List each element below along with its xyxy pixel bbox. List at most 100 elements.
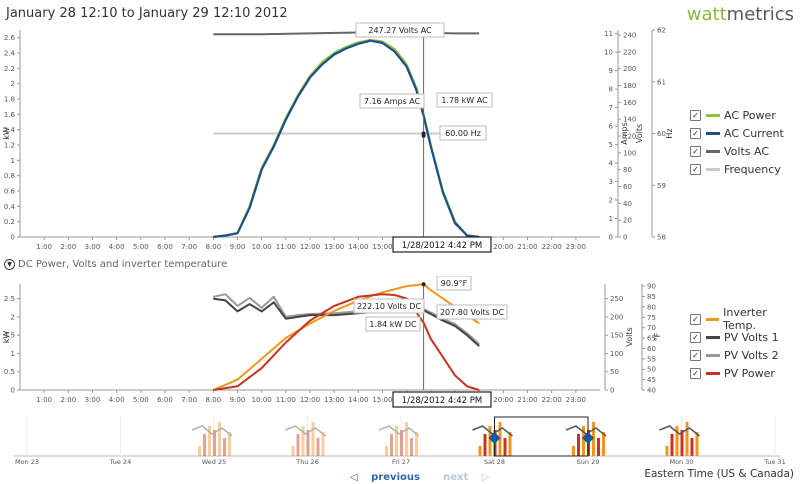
- volts-axis-tick-label: 20: [623, 217, 632, 225]
- legend-item-ac-power[interactable]: ✓ AC Power: [690, 106, 784, 124]
- check-icon[interactable]: ✓: [690, 331, 701, 343]
- overview-activity-bar: [415, 432, 418, 456]
- cursor-time-box: [392, 236, 492, 253]
- kw-axis-tick-label: 0.8: [4, 172, 15, 180]
- x-tick-label: 9:00: [230, 243, 246, 251]
- kw-axis-tick-label: 2.2: [4, 65, 15, 73]
- legend-swatch: [706, 149, 720, 153]
- chevron-down-icon[interactable]: ▼: [4, 259, 15, 270]
- volts-axis-tick-label: 180: [623, 82, 636, 90]
- check-icon[interactable]: ✓: [690, 109, 701, 121]
- annotation-volts-dc-1: 222.10 Volts DC: [357, 302, 422, 311]
- amps-axis-tick-label: 8: [609, 86, 613, 94]
- annotation-amps-ac-box: [359, 93, 425, 109]
- cursor-point: [421, 282, 426, 287]
- next-button[interactable]: next ▷: [443, 472, 499, 483]
- overview-activity-bar: [198, 446, 201, 456]
- check-icon[interactable]: ✓: [690, 127, 701, 139]
- dc-chart[interactable]: 0 0.5 1 1.5 2 2.5 kW 0 50 100 150 200 250 Volts 40 45 50…: [0, 276, 800, 412]
- legend-item-volts-ac[interactable]: ✓ Volts AC: [690, 142, 784, 160]
- temp-axis-tick-label: 40: [647, 387, 656, 395]
- legend-item-ac-current[interactable]: ✓ AC Current: [690, 124, 784, 142]
- x-tick-label: 15:00: [372, 396, 392, 404]
- legend-item-frequency[interactable]: ✓ Frequency: [690, 160, 784, 178]
- overview-activity-bar: [213, 430, 216, 456]
- overview-activity-bar: [675, 426, 679, 456]
- legend-item-pv-volts-2[interactable]: ✓ PV Volts 2: [690, 346, 800, 364]
- legend-swatch: [705, 317, 720, 321]
- kw-axis-tick-label: 1.4: [4, 126, 16, 134]
- page-title: January 28 12:10 to January 29 12:10 201…: [6, 6, 288, 21]
- previous-button[interactable]: ◁ previous: [350, 472, 430, 483]
- overview-activity-bar: [405, 422, 408, 456]
- temp-axis-tick-label: 75: [647, 314, 656, 322]
- x-tick-label: 2:00: [60, 243, 76, 251]
- x-tick-label: 9:00: [230, 396, 246, 404]
- kw-axis-tick-label: 2.4: [4, 50, 16, 58]
- x-tick-label: 21:00: [517, 243, 537, 251]
- check-icon[interactable]: ✓: [690, 145, 701, 157]
- x-tick-label: 11:00: [276, 396, 296, 404]
- x-tick-label: 13:00: [324, 396, 344, 404]
- temp-axis-tick-label: 45: [647, 376, 656, 384]
- check-icon[interactable]: ✓: [690, 163, 701, 175]
- annotation-volts-dc-1-box: [353, 298, 425, 314]
- section-toggle[interactable]: ▼ DC Power, Volts and inverter temperatur…: [4, 259, 227, 270]
- temp-axis-tick-label: 65: [647, 335, 656, 343]
- overview-day-label: Wed 25: [202, 458, 227, 466]
- check-icon[interactable]: ✓: [690, 349, 701, 361]
- logo: wattmetrics: [687, 4, 794, 25]
- overview-activity-bar: [400, 430, 403, 456]
- temp-axis-tick-label: 90: [647, 283, 656, 291]
- kw-axis-tick-label: 2.6: [4, 34, 16, 42]
- amps-axis-tick-label: 4: [609, 160, 614, 168]
- legend-item-pv-power[interactable]: ✓ PV Power: [690, 364, 800, 382]
- x-tick-label: 22:00: [542, 243, 562, 251]
- kw-axis-tick-label: 1.6: [4, 111, 16, 119]
- volts-axis-title: Volts: [625, 327, 634, 346]
- overview-activity-bar: [311, 422, 315, 456]
- volts-axis-tick-label: 240: [623, 32, 636, 40]
- legend-label: Frequency: [724, 162, 781, 176]
- volts-axis-tick-label: 140: [623, 116, 636, 124]
- overview-timeline[interactable]: Mon 23 Tue 24 Wed 25 Thu 26 Fri 27 Sat 28 Sun …: [0, 412, 800, 468]
- annotation-temp: 90.9°F: [441, 279, 468, 288]
- overview-activity-bar: [685, 422, 689, 456]
- check-icon[interactable]: ✓: [690, 313, 701, 325]
- hz-axis-tick-label: 60: [657, 130, 666, 138]
- overview-day-activity: [378, 422, 420, 456]
- series-pv-power: [213, 293, 480, 391]
- volts-axis-tick-label: 0: [623, 234, 627, 242]
- kw-axis-tick-label: 0.6: [4, 188, 16, 196]
- logo-part-1: watt: [686, 4, 727, 25]
- x-tick-label: 10:00: [252, 243, 272, 251]
- overview-day-label: Mon 30: [669, 458, 693, 466]
- overview-activity-bar: [385, 446, 388, 456]
- legend-ac: ✓ AC Power ✓ AC Current ✓ Volts AC ✓ Frequen…: [690, 106, 784, 178]
- annotation-kw-ac-box: [436, 92, 493, 108]
- legend-label: PV Volts 2: [724, 348, 779, 362]
- x-tick-label: 1:00: [36, 396, 52, 404]
- x-tick-label: 5:00: [133, 396, 149, 404]
- legend-item-inverter-temp[interactable]: ✓ Inverter Temp.: [690, 306, 800, 332]
- check-icon[interactable]: ✓: [690, 367, 701, 379]
- overview-activity-bar: [208, 426, 211, 456]
- overview-activity-bar: [577, 434, 580, 456]
- ac-chart[interactable]: 0 0.2 0.4 0.6 0.8 1 1.2 1.4 1.6 1.8 2 2.2 2.4 2.6 kW 0 1…: [0, 20, 800, 258]
- volts-axis-tick-label: 100: [623, 149, 636, 157]
- legend-item-pv-volts-1[interactable]: ✓ PV Volts 1: [690, 328, 800, 346]
- amps-axis-tick-label: 5: [609, 141, 613, 149]
- x-tick-label: 3:00: [85, 396, 101, 404]
- x-tick-label: 4:00: [109, 396, 125, 404]
- overview-activity-bar: [498, 422, 502, 456]
- previous-label: previous: [371, 472, 420, 483]
- amps-axis-tick-label: 2: [609, 197, 613, 205]
- x-tick-label: 14:00: [348, 243, 368, 251]
- x-tick-label: 6:00: [157, 243, 173, 251]
- amps-axis-tick-label: 0: [609, 234, 613, 242]
- annotation-hz-box: [439, 125, 487, 141]
- volts-axis-title: Volts: [635, 124, 644, 143]
- legend-swatch: [706, 131, 720, 135]
- temp-axis-tick-label: 85: [647, 293, 656, 301]
- legend-swatch: [706, 353, 720, 357]
